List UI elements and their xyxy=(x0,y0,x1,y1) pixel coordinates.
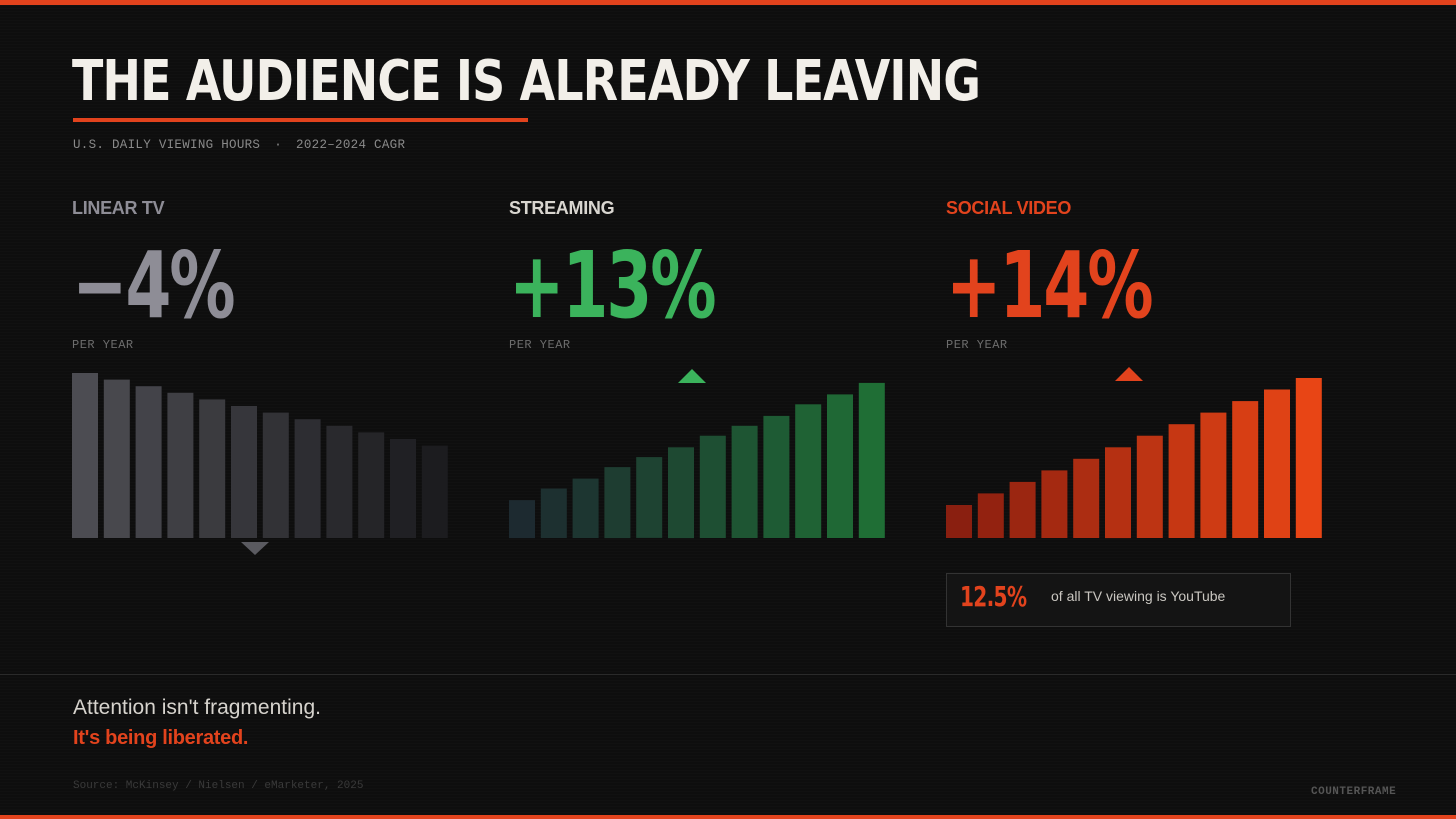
bar-chart-linear-tv xyxy=(72,373,448,555)
chart-bar xyxy=(699,435,726,538)
bar-chart-streaming xyxy=(509,369,885,539)
chart-bar xyxy=(1168,424,1195,538)
subtitle-metric: U.S. DAILY VIEWING HOURS xyxy=(73,138,261,152)
chart-bar xyxy=(795,404,822,538)
chart-bar xyxy=(540,488,567,538)
chart-bar xyxy=(1041,470,1068,538)
youtube-callout: 12.5% of all TV viewing is YouTube xyxy=(946,573,1291,627)
panel-linear-tv: LINEAR TV −4% PER YEAR xyxy=(72,198,452,558)
chart-bar xyxy=(358,432,385,538)
chart-bar xyxy=(946,505,972,538)
chart-bar xyxy=(294,419,321,538)
chart-bar xyxy=(262,412,289,538)
bar-chart-social-video xyxy=(946,367,1322,539)
chart-bar xyxy=(103,379,130,538)
source-note: Source: McKinsey / Nielsen / eMarketer, … xyxy=(73,780,364,792)
trend-down-icon xyxy=(241,542,269,555)
chart-bar xyxy=(636,457,663,538)
tagline-line-1: Attention isn't fragmenting. xyxy=(73,696,321,719)
growth-value: +13% xyxy=(509,232,717,339)
callout-text: of all TV viewing is YouTube xyxy=(1051,588,1226,604)
chart-bar xyxy=(1264,389,1290,538)
per-year-label: PER YEAR xyxy=(509,338,571,352)
chart-bar xyxy=(1136,435,1163,538)
chart-bar xyxy=(390,439,416,538)
footer-divider xyxy=(0,674,1456,675)
chart-bar xyxy=(572,478,599,538)
tagline-line-2: It's being liberated. xyxy=(73,727,249,749)
panel-label: LINEAR TV xyxy=(72,198,165,218)
chart-bar xyxy=(509,500,535,539)
chart-bar xyxy=(1295,378,1322,538)
growth-value: −4% xyxy=(72,232,236,339)
chart-bar xyxy=(1200,412,1227,538)
chart-bar xyxy=(421,445,448,538)
chart-bar xyxy=(1073,458,1100,538)
callout-value: 12.5% xyxy=(960,580,1027,613)
panel-label: SOCIAL VIDEO xyxy=(946,198,1072,218)
growth-value: +14% xyxy=(946,232,1154,339)
chart-bar xyxy=(326,425,353,538)
chart-bar xyxy=(167,392,194,538)
panel-streaming: STREAMING +13% PER YEAR xyxy=(509,198,889,558)
chart-bar xyxy=(731,425,758,538)
subtitle-separator: · xyxy=(274,138,283,152)
chart-bar xyxy=(763,415,790,538)
chart-bar xyxy=(604,467,631,539)
top-accent-bar xyxy=(0,0,1456,5)
page-title: THE AUDIENCE IS ALREADY LEAVING xyxy=(72,49,981,114)
chart-bar xyxy=(231,406,257,538)
title-underline xyxy=(73,118,528,122)
trend-up-icon xyxy=(1115,367,1143,381)
chart-bar xyxy=(1009,481,1036,538)
subtitle-period: 2022–2024 CAGR xyxy=(296,138,406,152)
chart-bar xyxy=(668,447,694,539)
trend-up-icon xyxy=(678,369,706,383)
subtitle: U.S. DAILY VIEWING HOURS · 2022–2024 CAGR xyxy=(73,138,405,152)
brand-wordmark: COUNTERFRAME xyxy=(1311,786,1397,798)
chart-bar xyxy=(827,394,853,538)
chart-bar xyxy=(858,382,885,538)
chart-bar xyxy=(977,493,1004,538)
panel-social-video: SOCIAL VIDEO +14% PER YEAR xyxy=(946,198,1326,558)
per-year-label: PER YEAR xyxy=(72,338,134,352)
chart-bar xyxy=(1105,447,1131,539)
per-year-label: PER YEAR xyxy=(946,338,1008,352)
chart-bar xyxy=(199,399,226,538)
bottom-accent-bar xyxy=(0,815,1456,819)
chart-bar xyxy=(72,373,98,538)
panel-label: STREAMING xyxy=(509,198,615,218)
chart-bar xyxy=(135,386,162,538)
chart-bar xyxy=(1232,401,1259,538)
